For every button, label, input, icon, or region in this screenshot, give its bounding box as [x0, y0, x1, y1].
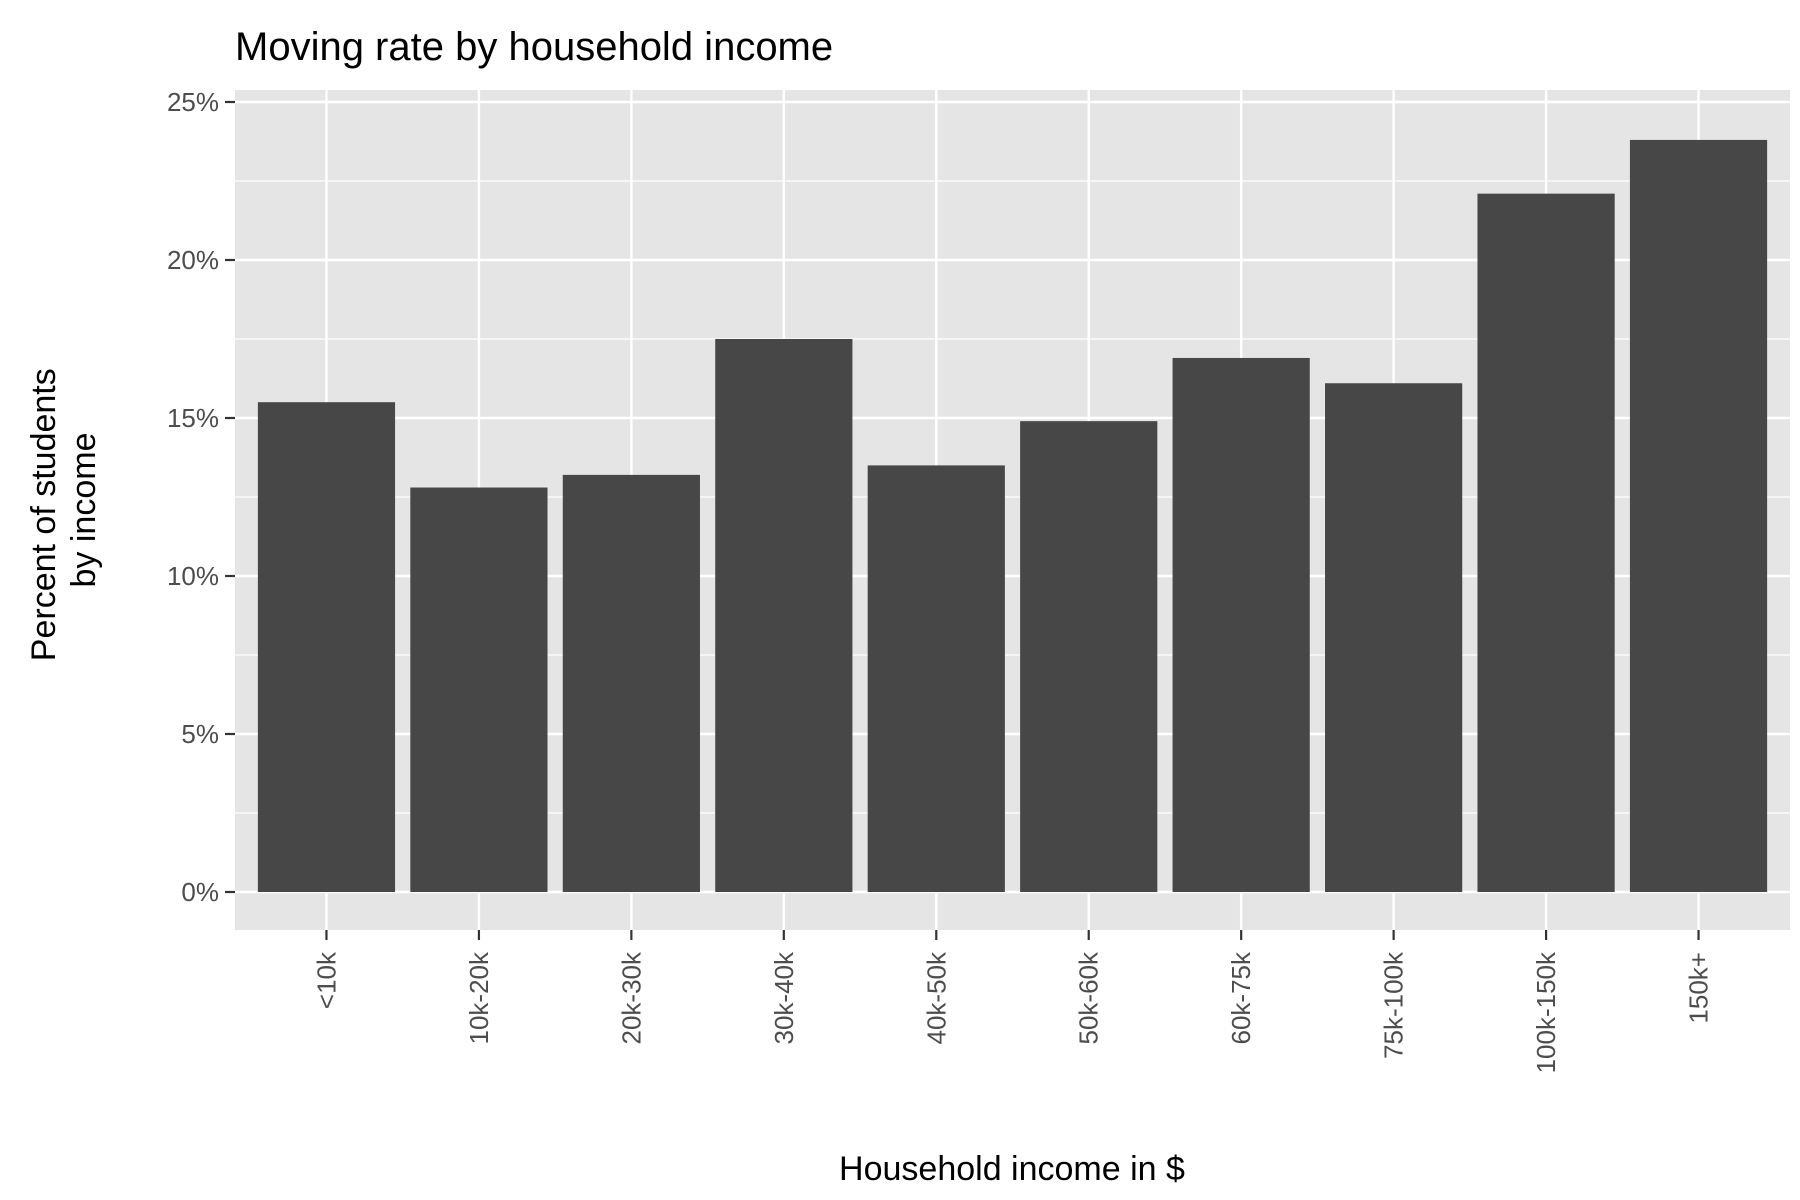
bars: [257, 139, 1768, 893]
bar: [1172, 357, 1310, 893]
x-tick-label: 75k-100k: [1379, 951, 1409, 1059]
bar: [1020, 421, 1158, 892]
x-tick-label: 100k-150k: [1531, 951, 1561, 1073]
y-tick-label: 5%: [181, 719, 219, 749]
x-axis-title: Household income in $: [839, 1150, 1185, 1188]
bar: [562, 474, 700, 892]
bar: [867, 465, 1005, 892]
y-tick-label: 0%: [181, 877, 219, 907]
y-axis: 0% 5% 10% 15% 20% 25%: [167, 87, 235, 907]
bar: [1325, 383, 1463, 892]
x-axis: <10k 10k-20k 20k-30k 30k-40k 40k-50k 50k-60k 6…: [311, 930, 1714, 1073]
y-tick-label: 15%: [167, 403, 219, 433]
x-tick-label: 40k-50k: [921, 951, 951, 1044]
bar: [257, 402, 396, 892]
x-tick-label: 50k-60k: [1074, 951, 1104, 1044]
y-axis-title: Percent of students by income: [25, 359, 103, 661]
y-tick-label: 20%: [167, 245, 219, 275]
bar: [715, 339, 853, 892]
x-tick-label: 10k-20k: [464, 951, 494, 1044]
bar: [410, 487, 548, 892]
x-tick-label: <10k: [311, 951, 341, 1009]
y-tick-label: 10%: [167, 561, 219, 591]
y-axis-title-line-2: by income: [65, 433, 103, 588]
bar: [1477, 193, 1615, 892]
x-tick-label: 150k+: [1684, 952, 1714, 1024]
x-tick-label: 30k-40k: [769, 951, 799, 1044]
y-axis-title-line-1: Percent of students: [25, 368, 63, 661]
x-tick-label: 20k-30k: [616, 951, 646, 1044]
chart-title: Moving rate by household income: [235, 25, 833, 69]
y-tick-label: 25%: [167, 87, 219, 117]
bar: [1629, 139, 1768, 893]
x-tick-label: 60k-75k: [1226, 951, 1256, 1044]
